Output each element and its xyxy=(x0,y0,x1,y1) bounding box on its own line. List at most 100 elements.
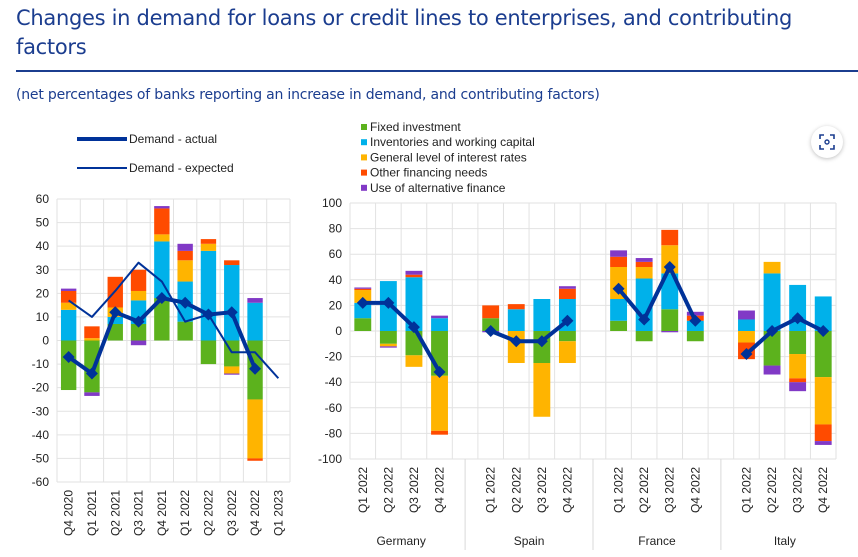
bar-segment-use-of-alternative-finance xyxy=(789,382,807,392)
bar-segment-general-level-of-interest-rates xyxy=(84,338,100,341)
bar-segment-inventories-and-working-capital xyxy=(610,299,628,321)
bar-segment-fixed-investment xyxy=(558,331,576,342)
marker-demand-actual xyxy=(249,362,262,375)
x-tick-label: Q3 2022 xyxy=(663,467,677,513)
group-label-spain: Spain xyxy=(514,534,545,548)
bar-segment-inventories-and-working-capital xyxy=(814,296,832,331)
legend-swatch-0 xyxy=(361,124,367,130)
y-tick-label: 20 xyxy=(329,298,343,312)
y-tick-label: -50 xyxy=(32,451,50,465)
y-tick-label: -40 xyxy=(32,428,50,442)
x-tick-label: Q2 2021 xyxy=(108,490,122,536)
bar-segment-inventories-and-working-capital xyxy=(354,302,372,319)
marker-demand-actual xyxy=(155,292,168,305)
bar-segment-inventories-and-working-capital xyxy=(247,302,263,341)
bar-segment-use-of-alternative-finance xyxy=(558,286,576,289)
bar-segment-other-financing-needs xyxy=(482,305,500,319)
bar-segment-fixed-investment xyxy=(379,331,397,344)
bar-segment-use-of-alternative-finance xyxy=(224,373,240,375)
bar-segment-other-financing-needs xyxy=(177,250,193,261)
y-tick-label: 100 xyxy=(322,196,342,210)
bar-segment-use-of-alternative-finance xyxy=(247,298,263,303)
bar-segment-inventories-and-working-capital xyxy=(763,273,781,331)
y-tick-label: 40 xyxy=(329,273,343,287)
marker-demand-actual xyxy=(433,365,446,378)
x-tick-label: Q3 2022 xyxy=(535,467,549,513)
bar-segment-general-level-of-interest-rates xyxy=(200,243,217,251)
x-tick-label: Q4 2022 xyxy=(560,467,574,513)
y-tick-label: 60 xyxy=(36,192,50,206)
title-divider xyxy=(16,70,858,72)
y-tick-label: -60 xyxy=(325,401,343,415)
legend-label-1: Inventories and working capital xyxy=(370,135,535,149)
group-label-italy: Italy xyxy=(774,534,796,548)
bar-segment-use-of-alternative-finance xyxy=(610,250,628,257)
line-demand-actual xyxy=(362,300,442,373)
bar-segment-inventories-and-working-capital xyxy=(60,309,77,341)
y-tick-label: -40 xyxy=(325,375,343,389)
line-demand-actual xyxy=(617,265,698,322)
bar-segment-inventories-and-working-capital xyxy=(533,299,551,331)
y-tick-label: -10 xyxy=(32,357,50,371)
bar-segment-general-level-of-interest-rates xyxy=(379,343,397,347)
bar-segment-use-of-alternative-finance xyxy=(738,310,755,320)
bar-segment-fixed-investment xyxy=(177,321,193,341)
legend-label-2: General level of interest rates xyxy=(370,150,527,164)
bar-segment-fixed-investment xyxy=(482,318,500,331)
x-tick-label: Q2 2022 xyxy=(637,467,651,513)
bar-segment-other-financing-needs xyxy=(789,378,807,383)
bar-segment-fixed-investment xyxy=(200,340,217,365)
bar-segment-inventories-and-working-capital xyxy=(107,316,123,324)
x-tick-label: Q4 2022 xyxy=(688,467,702,513)
x-tick-label: Q4 2020 xyxy=(62,490,76,536)
x-tick-label: Q1 2022 xyxy=(356,467,370,513)
bar-segment-use-of-alternative-finance xyxy=(763,365,781,375)
line-demand-actual xyxy=(745,316,825,356)
bar-segment-general-level-of-interest-rates xyxy=(558,341,576,363)
marker-demand-actual xyxy=(766,325,779,337)
x-tick-label: Q4 2022 xyxy=(816,467,830,513)
marker-demand-actual xyxy=(791,312,804,325)
bar-segment-fixed-investment xyxy=(354,318,372,331)
bar-segment-inventories-and-working-capital xyxy=(507,309,525,331)
bar-segment-other-financing-needs xyxy=(558,288,576,299)
chart-subtitle: (net percentages of banks reporting an i… xyxy=(16,87,600,103)
bar-segment-fixed-investment xyxy=(154,298,170,341)
bar-segment-fixed-investment xyxy=(814,331,832,378)
marker-demand-actual xyxy=(740,348,753,361)
bar-segment-use-of-alternative-finance xyxy=(814,441,832,445)
bar-segment-other-financing-needs xyxy=(635,261,653,267)
x-tick-label: Q1 2023 xyxy=(271,490,285,536)
marker-demand-actual xyxy=(612,282,625,295)
x-tick-label: Q3 2022 xyxy=(791,467,805,513)
x-tick-label: Q4 2022 xyxy=(433,467,447,513)
x-tick-label: Q1 2022 xyxy=(612,467,626,513)
bar-segment-use-of-alternative-finance xyxy=(686,311,704,316)
bar-segment-general-level-of-interest-rates xyxy=(60,302,77,310)
y-tick-label: -80 xyxy=(325,426,343,440)
legend-label-3: Other financing needs xyxy=(370,166,487,180)
marker-demand-actual xyxy=(179,296,192,309)
bar-segment-fixed-investment xyxy=(130,323,147,341)
legend-label-0: Fixed investment xyxy=(370,120,461,134)
x-tick-label: Q1 2022 xyxy=(739,467,753,513)
bar-segment-general-level-of-interest-rates xyxy=(533,363,551,417)
x-tick-label: Q2 2022 xyxy=(765,467,779,513)
legend-label-4: Use of alternative finance xyxy=(370,181,506,195)
group-label-france: France xyxy=(638,534,676,548)
bar-segment-use-of-alternative-finance xyxy=(177,243,193,251)
bar-segment-fixed-investment xyxy=(686,331,704,342)
legend-label-demand-actual: Demand - actual xyxy=(129,132,217,146)
x-tick-label: Q1 2022 xyxy=(178,490,192,536)
bar-segment-other-financing-needs xyxy=(661,229,679,246)
legend-label-demand-expected: Demand - expected xyxy=(129,161,234,175)
x-tick-label: Q3 2022 xyxy=(407,467,421,513)
y-tick-label: 50 xyxy=(36,216,50,230)
y-tick-label: 40 xyxy=(36,239,50,253)
bar-segment-inventories-and-working-capital xyxy=(405,277,423,331)
group-label-germany: Germany xyxy=(376,534,425,548)
expand-icon[interactable] xyxy=(811,126,843,158)
y-tick-label: 30 xyxy=(36,263,50,277)
bar-segment-other-financing-needs xyxy=(247,458,263,461)
